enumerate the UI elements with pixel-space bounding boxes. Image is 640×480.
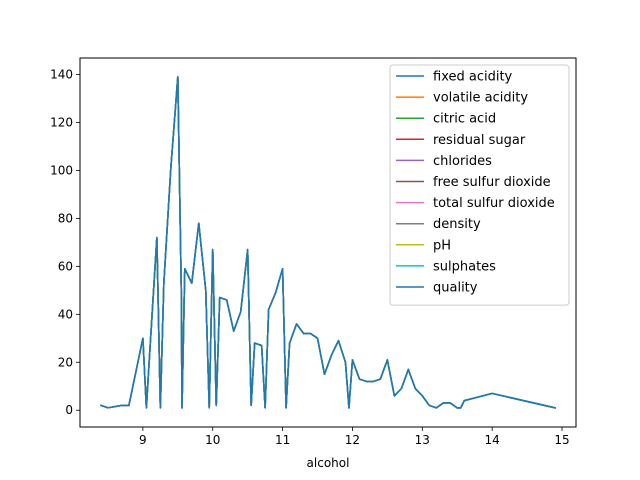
legend-label: total sulfur dioxide (433, 196, 555, 211)
legend: fixed acidity volatile acidity citric acid… (389, 64, 570, 306)
y-tick-label: 120 (50, 115, 73, 129)
x-tick-label: 13 (415, 433, 430, 447)
legend-label: residual sugar (433, 133, 526, 148)
legend-label: chlorides (433, 154, 492, 169)
y-tick-label: 100 (50, 163, 73, 177)
y-tick-label: 20 (58, 355, 73, 369)
x-tick-label: 12 (345, 433, 360, 447)
y-tick-label: 80 (58, 211, 73, 225)
legend-label: citric acid (433, 112, 496, 127)
x-tick-label: 11 (275, 433, 290, 447)
y-tick-label: 140 (50, 68, 73, 82)
x-axis-title: alcohol (307, 456, 350, 470)
x-axis: 9 10 11 12 13 14 15 (139, 427, 570, 447)
x-tick-label: 14 (485, 433, 500, 447)
legend-label: fixed acidity (433, 70, 513, 85)
legend-box (389, 64, 570, 306)
x-tick-label: 9 (139, 433, 147, 447)
legend-label: quality (433, 281, 478, 296)
plot-frame (79, 57, 577, 428)
y-axis: 0 20 40 60 80 100 120 140 (50, 68, 80, 417)
x-tick-label: 15 (554, 433, 569, 447)
x-tick-label: 10 (205, 433, 220, 447)
legend-label: volatile acidity (433, 91, 528, 106)
series-layer (100, 76, 556, 409)
legend-label: density (433, 217, 481, 232)
y-tick-label: 60 (58, 259, 73, 273)
y-tick-label: 0 (65, 403, 73, 417)
legend-label: sulphates (433, 259, 496, 274)
legend-label: free sulfur dioxide (433, 175, 551, 190)
y-tick-label: 40 (58, 307, 73, 321)
legend-label: pH (433, 238, 451, 253)
series-line-10 (100, 76, 556, 409)
